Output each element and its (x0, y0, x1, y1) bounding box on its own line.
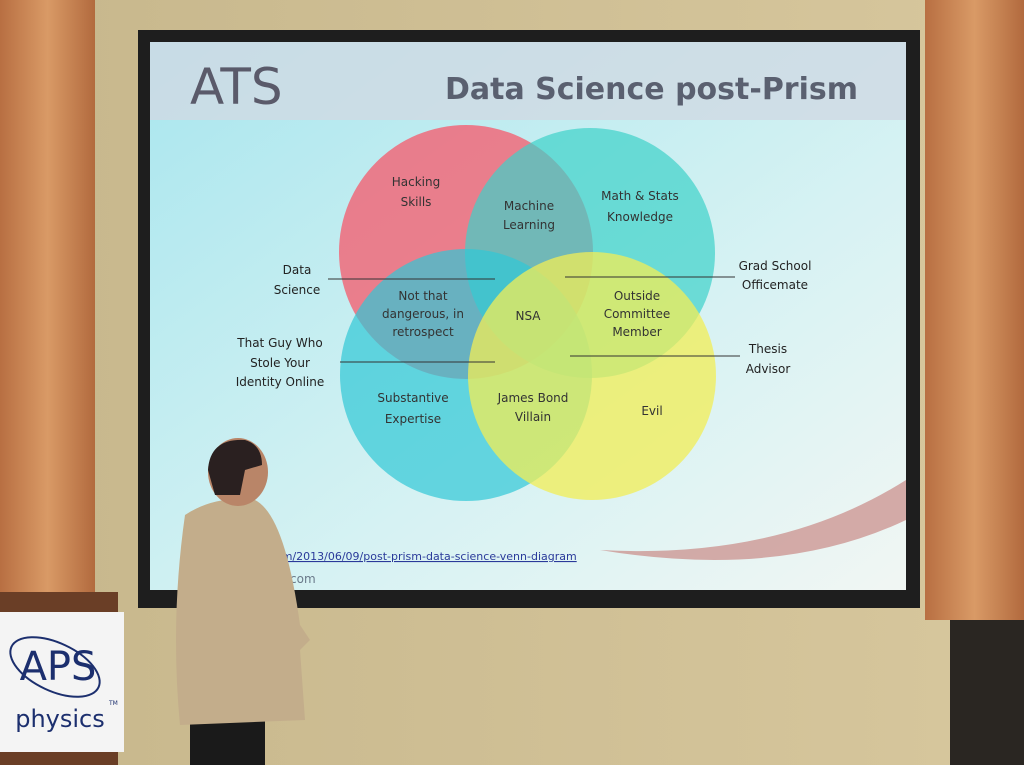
region-label: Committee (604, 307, 671, 321)
podium: APS physics TM (0, 592, 124, 765)
podium-swoosh (9, 636, 101, 698)
region-label: James Bond (497, 391, 569, 405)
region-label: Member (612, 325, 661, 339)
annotation: That Guy Who (236, 336, 322, 350)
swoosh (600, 480, 906, 560)
curtain-base (950, 620, 1024, 765)
region-label: Not that (398, 289, 448, 303)
annotation: Officemate (742, 278, 808, 292)
curtain (0, 0, 95, 600)
podium-sign (0, 612, 124, 752)
slide-url: om/2013/06/09/post-prism-data-science-ve… (275, 550, 577, 563)
annotation: Advisor (746, 362, 791, 376)
podium-logo: APS (20, 644, 97, 690)
annotation: Thesis (748, 342, 787, 356)
region-label: Villain (515, 410, 551, 424)
presenter-hair (208, 439, 262, 495)
slide-url-tail: com (290, 572, 316, 586)
region-label: NSA (515, 309, 541, 323)
region-label: Knowledge (607, 210, 673, 224)
annotation: Identity Online (236, 375, 325, 389)
slide-header (150, 42, 906, 120)
annotation: Data (283, 263, 312, 277)
presenter (176, 438, 310, 765)
region-label: Outside (614, 289, 660, 303)
region-label: dangerous, in (382, 307, 464, 321)
arrows (328, 276, 740, 363)
region-label: Evil (641, 404, 662, 418)
region-label: retrospect (392, 325, 454, 339)
podium-text: physics (15, 705, 105, 733)
podium-mark: TM (108, 700, 118, 707)
slide-title: Data Science post-Prism (445, 72, 858, 107)
region-label: Learning (503, 218, 555, 232)
presenter-jacket (176, 499, 310, 725)
annotation: Stole Your (250, 356, 310, 370)
circle-evil (468, 252, 716, 500)
region-label: Math & Stats (601, 189, 679, 203)
region-label: Substantive (377, 391, 448, 405)
region-label: Hacking (392, 175, 440, 189)
curtain (925, 0, 1024, 620)
annotation: Science (274, 283, 321, 297)
region-label: Machine (504, 199, 554, 213)
region-label: Expertise (385, 412, 441, 426)
venn (339, 125, 716, 501)
region-label: Skills (401, 195, 432, 209)
annotation: Grad School (739, 259, 812, 273)
slide-logo: ATS (190, 58, 283, 116)
